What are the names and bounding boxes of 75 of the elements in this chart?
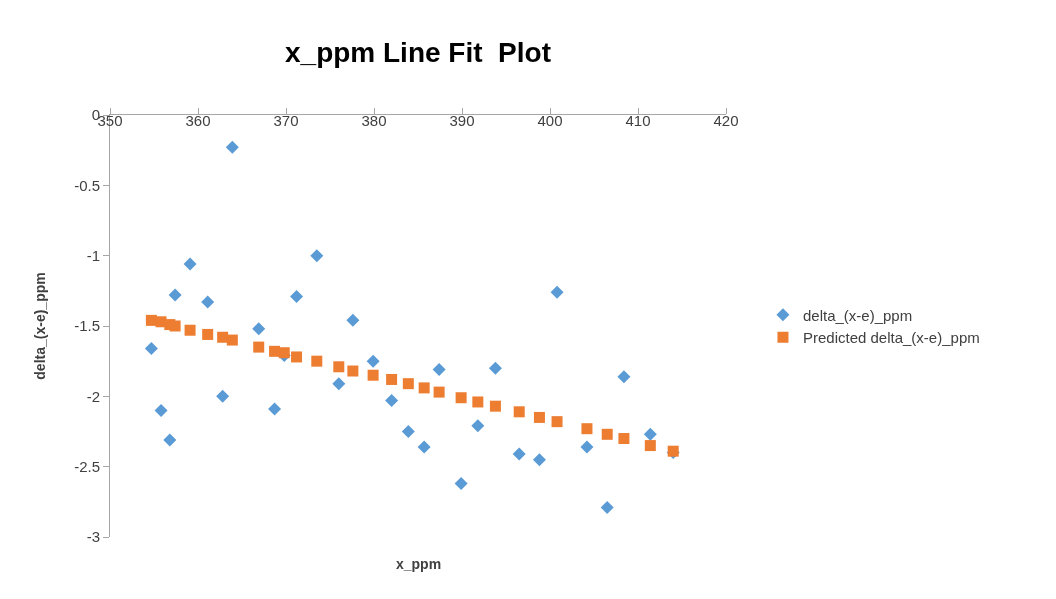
y-tick-label: -1.5: [74, 317, 100, 335]
point: [601, 428, 613, 440]
point: [366, 354, 380, 368]
point: [533, 411, 545, 423]
point: [617, 370, 631, 384]
point: [600, 500, 614, 514]
y-tick-label: -2.5: [74, 457, 100, 475]
x-tick-label: 420: [713, 111, 739, 129]
point: [433, 386, 445, 398]
x-tick-label: 390: [449, 111, 475, 129]
y-tick-label: -0.5: [74, 176, 100, 194]
x-axis-title: x_ppm: [396, 556, 442, 572]
point: [163, 433, 177, 447]
point: [268, 402, 282, 416]
point: [346, 313, 360, 327]
point: [401, 425, 415, 438]
point: [644, 440, 656, 452]
point: [333, 361, 345, 373]
point: [226, 334, 238, 346]
point: [551, 416, 563, 428]
point: [454, 477, 468, 491]
y-tick-label: -2: [86, 387, 100, 405]
point: [432, 363, 446, 377]
point: [201, 295, 215, 309]
point: [202, 328, 214, 340]
y-tick-label: -3: [86, 528, 100, 546]
point: [386, 373, 398, 385]
point: [643, 427, 657, 441]
point: [216, 389, 230, 403]
point: [512, 447, 526, 461]
point: [488, 361, 502, 375]
point: [269, 345, 281, 357]
point: [581, 423, 593, 435]
point: [417, 440, 431, 454]
point: [550, 285, 564, 299]
point: [513, 406, 525, 418]
point: [145, 314, 157, 326]
x-tick-label: 380: [361, 111, 387, 129]
point: [168, 288, 182, 302]
point: [418, 382, 430, 394]
point: [347, 365, 359, 377]
point: [532, 453, 546, 467]
point: [311, 355, 323, 367]
point: [253, 341, 265, 353]
point: [217, 331, 229, 343]
point: [184, 324, 196, 336]
point: [618, 433, 630, 445]
point: [455, 392, 467, 404]
x-tick-label: 410: [625, 111, 651, 129]
chart-title: x_ppm Line Fit Plot: [284, 36, 552, 68]
y-tick-label: -1: [86, 246, 100, 264]
point: [402, 378, 414, 390]
point: [310, 249, 324, 263]
point: [154, 403, 168, 417]
point: [144, 342, 158, 356]
point: [332, 377, 346, 391]
point: [471, 419, 485, 433]
x-tick-label: 370: [273, 111, 299, 129]
x-tick-label: 400: [537, 111, 563, 129]
point: [252, 322, 266, 336]
point: [367, 369, 379, 381]
point: [489, 400, 501, 412]
legend-label: delta_(x-e)_ppm: [802, 306, 913, 324]
point: [183, 257, 197, 271]
point: [169, 320, 181, 332]
x-tick-label: 360: [185, 111, 211, 129]
point: [291, 351, 303, 363]
point: [225, 140, 239, 154]
y-axis-title: delta_(x-e)_ppm: [31, 272, 48, 380]
point: [278, 347, 290, 359]
point: [472, 396, 484, 408]
legend-label: Predicted delta_(x-e)_ppm: [802, 329, 980, 347]
point: [385, 394, 399, 408]
point: [580, 440, 594, 454]
point: [290, 289, 304, 303]
